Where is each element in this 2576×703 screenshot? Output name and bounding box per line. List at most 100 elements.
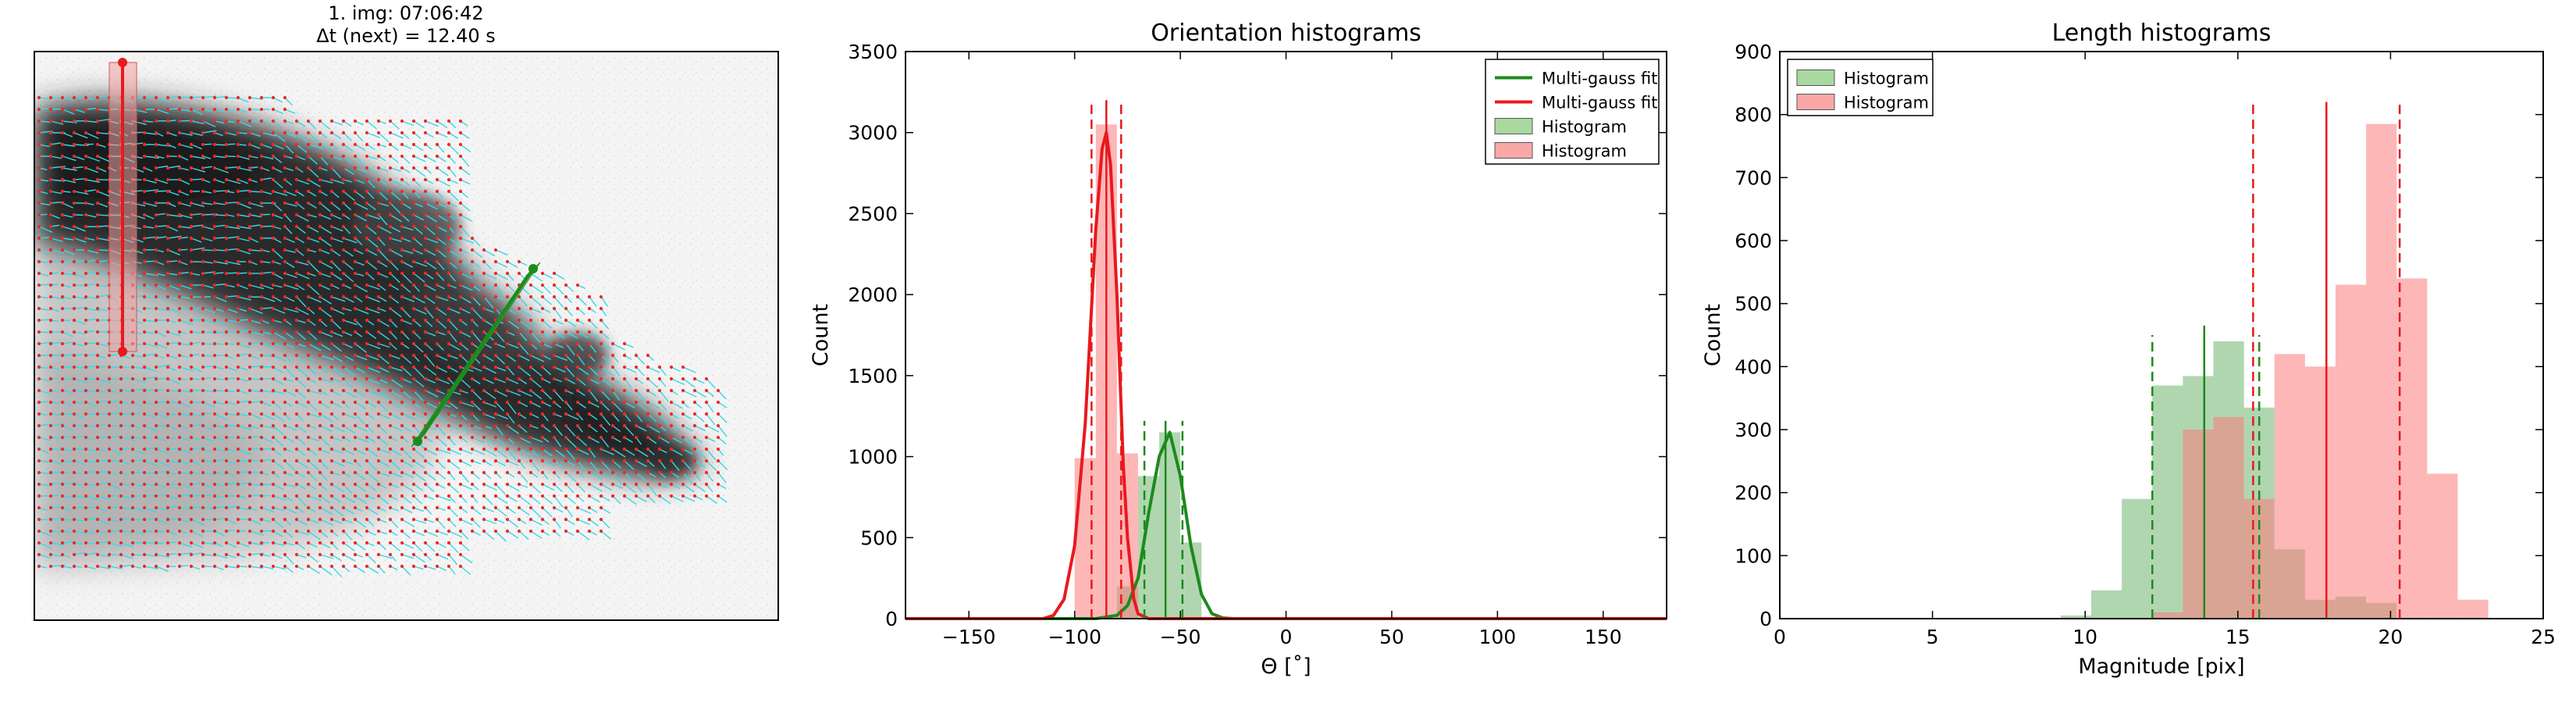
flow-vector-origin (72, 423, 76, 428)
flow-vector-origin (552, 400, 557, 405)
flow-vector (296, 366, 308, 377)
flow-vector-origin (271, 423, 276, 428)
flow-vector-origin (400, 541, 404, 545)
flow-vector (589, 460, 599, 472)
flow-vector-origin (353, 470, 358, 475)
flow-vector (366, 343, 381, 349)
flow-vector-origin (353, 459, 358, 463)
flow-vector-origin (294, 341, 299, 346)
flow-vector (354, 308, 369, 315)
flow-vector (155, 507, 168, 511)
flow-vector (413, 273, 425, 283)
flow-vector (495, 261, 508, 268)
flow-vector-origin (435, 248, 439, 252)
flow-vector-origin (72, 412, 76, 416)
flow-vector-origin (48, 412, 53, 416)
flow-vector-origin (165, 505, 170, 510)
flow-vector-origin (294, 459, 299, 463)
flow-vector-origin (201, 435, 205, 440)
flow-vector-origin (365, 318, 369, 323)
flow-vector-origin (294, 388, 299, 393)
flow-vector (144, 413, 156, 418)
flow-vector-origin (72, 130, 76, 135)
flow-vector-origin (353, 294, 358, 299)
flow-vector-origin (72, 341, 76, 346)
flow-vector-origin (48, 365, 53, 369)
flow-vector (425, 355, 436, 367)
flow-vector (132, 507, 144, 512)
flow-vector-origin (704, 470, 709, 475)
flow-vector (319, 296, 332, 305)
flow-vector-origin (48, 201, 53, 205)
flow-vector-origin (48, 248, 53, 252)
flow-vector-origin (165, 564, 170, 569)
flow-vector-origin (517, 318, 521, 323)
flow-vector (62, 97, 74, 102)
flow-vector (366, 507, 379, 516)
flow-vector-origin (189, 400, 194, 405)
flow-vector (612, 448, 626, 458)
flow-vector-origin (575, 494, 580, 498)
flow-vector (436, 425, 446, 436)
flow-vector (706, 495, 718, 505)
flow-vector (190, 132, 203, 137)
flow-vector-origin (599, 529, 603, 533)
flow-vector-origin (599, 318, 603, 323)
flow-vector (272, 343, 283, 348)
flow-vector-origin (681, 470, 685, 475)
flow-vector-origin (283, 423, 287, 428)
flow-vector (319, 308, 333, 318)
flow-vector (495, 343, 506, 348)
flow-vector (390, 425, 403, 432)
flow-vector-origin (341, 400, 346, 405)
flow-vector (401, 495, 412, 504)
flow-vector (272, 401, 282, 410)
flow-vector (249, 284, 265, 290)
flow-vector-origin (247, 341, 252, 346)
flow-vector-origin (552, 294, 557, 299)
flow-vector-origin (259, 189, 264, 194)
flow-vector (50, 249, 65, 254)
flow-vector (717, 425, 728, 437)
flow-vector-origin (84, 365, 88, 369)
flow-vector (202, 507, 215, 509)
flow-vector (378, 331, 390, 341)
flow-vector-origin (411, 459, 416, 463)
flow-vector-origin (552, 353, 557, 358)
flow-vector-origin (224, 166, 229, 170)
flow-vector-origin (365, 541, 369, 545)
flow-vector-origin (37, 283, 41, 287)
flow-vector (507, 413, 515, 424)
flow-vector-origin (411, 189, 416, 194)
flow-vector (495, 366, 507, 372)
flow-vector-origin (60, 552, 65, 557)
flow-vector-origin (552, 529, 557, 533)
flow-vector-origin (95, 224, 100, 229)
flow-vector-origin (306, 423, 311, 428)
green-pcs-line (411, 262, 541, 448)
flow-vector (343, 343, 353, 348)
flow-vector-origin (704, 412, 709, 416)
flow-vector-origin (154, 283, 158, 287)
flow-vector (448, 366, 458, 373)
flow-vector (436, 132, 448, 138)
flow-vector (401, 378, 412, 384)
flow-vector-origin (341, 541, 346, 545)
flow-vector-origin (119, 482, 123, 487)
flow-vector (483, 319, 493, 327)
flow-vector-origin (212, 541, 217, 545)
flow-vector-origin (154, 459, 158, 463)
flow-vector-origin (177, 154, 182, 159)
flow-vector-origin (376, 283, 381, 287)
flow-vector (507, 261, 518, 269)
flow-vector-origin (189, 447, 194, 451)
flow-vector-origin (271, 189, 276, 194)
flow-vector-origin (341, 482, 346, 487)
flow-vector-origin (575, 341, 580, 346)
flow-vector-origin (177, 388, 182, 393)
flow-vector (717, 401, 728, 409)
flow-vector (624, 448, 635, 456)
flow-vector-origin (329, 517, 334, 522)
flow-vector (179, 284, 192, 290)
flow-vector (366, 437, 376, 443)
